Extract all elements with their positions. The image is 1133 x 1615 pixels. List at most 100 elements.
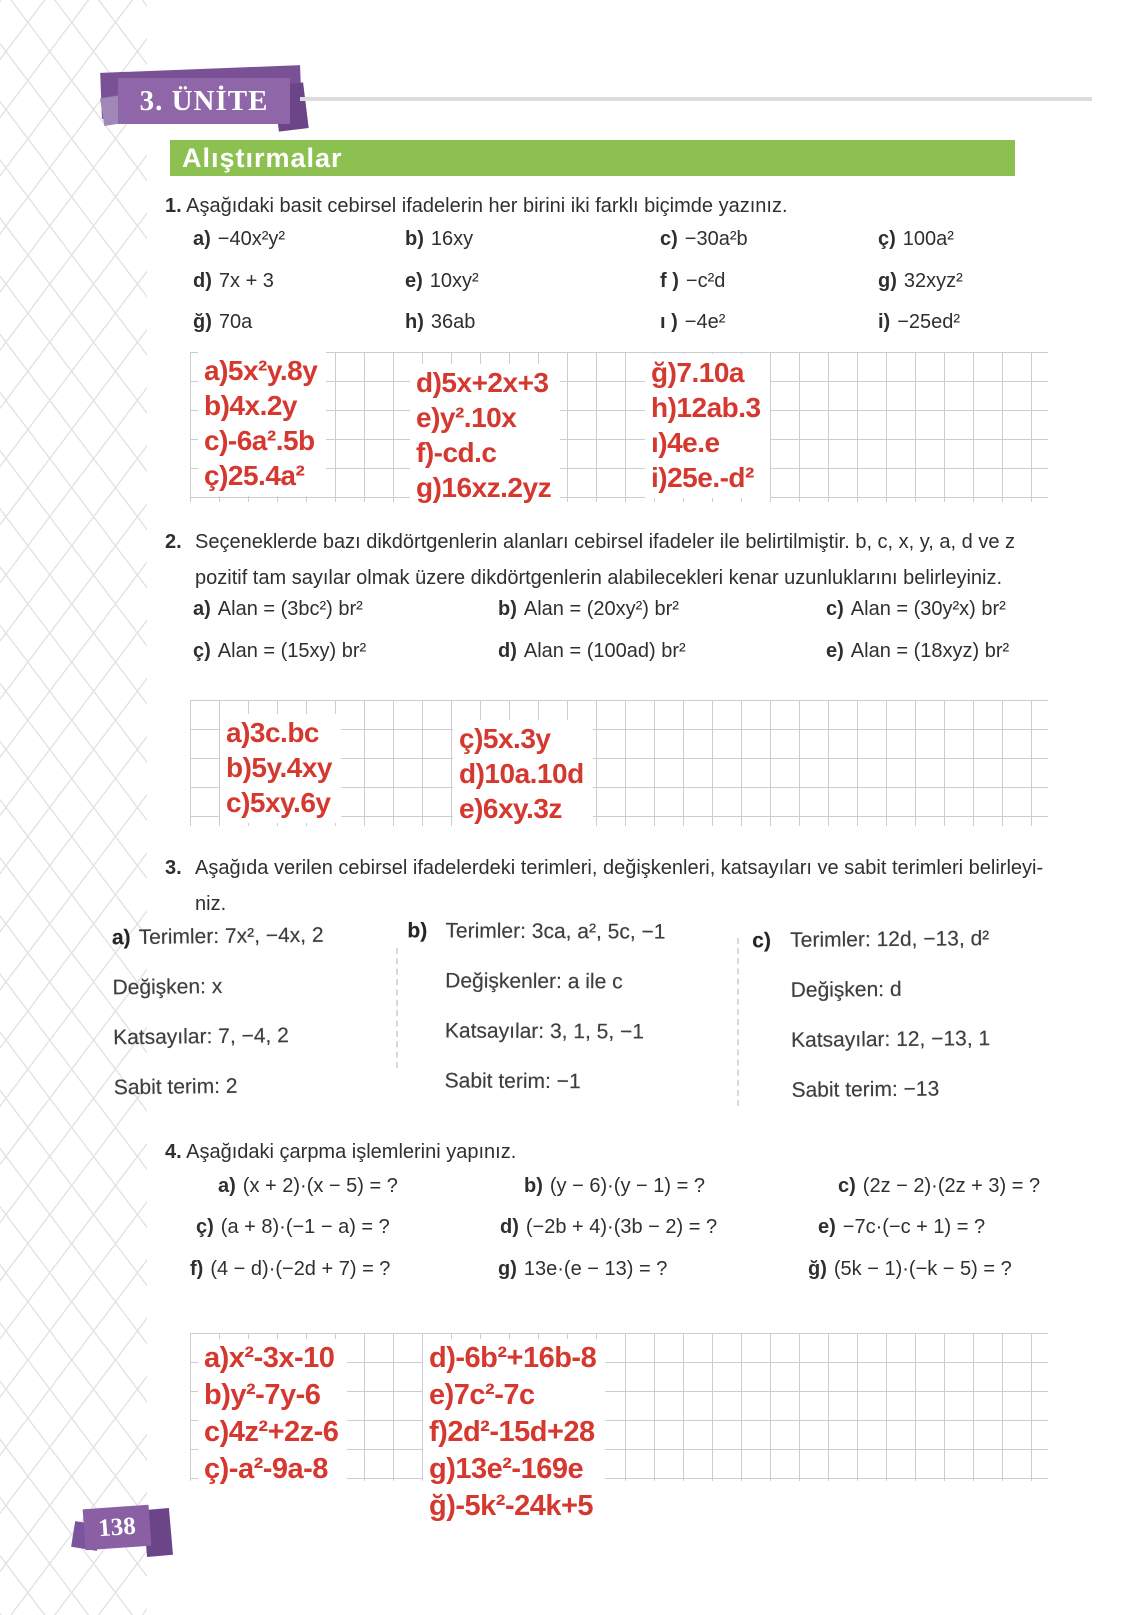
item-label: e) xyxy=(826,640,844,662)
item-label: ç) xyxy=(196,1216,214,1238)
exercise-4-prompt: Aşağıdaki çarpma işlemlerini yapınız. xyxy=(186,1141,517,1163)
item-label: c) xyxy=(826,598,844,620)
ex3-column-c: c) Terimler: 12d, −13, d² Değişken: d Kat… xyxy=(752,927,991,1129)
ex3-line: a) Terimler: 7x², −4x, 2 xyxy=(112,924,324,977)
item-label: d) xyxy=(498,640,517,662)
ex1-item-i1: ı ) −4e² xyxy=(660,311,725,334)
answer-line: g)13e²-169e xyxy=(429,1453,584,1485)
ex1-item-e: e) 10xy² xyxy=(405,270,479,293)
ex3-label: a) xyxy=(111,926,131,950)
ex1-item-b: b) 16xy xyxy=(405,228,473,251)
ex3-line: Katsayılar: 7, −4, 2 xyxy=(113,1024,289,1050)
item-label: d) xyxy=(193,270,212,292)
ex3-line: Sabit terim: −13 xyxy=(791,1077,940,1102)
item-expr: 10xy² xyxy=(429,270,479,292)
answer-box-2a: a)3c.bc b)5y.4xy c)5xy.6y xyxy=(220,714,341,823)
answer-line: c)5xy.6y xyxy=(226,787,331,818)
item-label: a) xyxy=(193,228,211,250)
answer-box-2b: ç)5x.3y d)10a.10d e)6xy.3z xyxy=(453,720,593,829)
exercise-3-number: 3. xyxy=(165,857,182,879)
answer-box-1a: a)5x²y.8y b)4x.2y c)-6a².5b ç)25.4a² xyxy=(198,352,327,496)
exercise-2-number: 2. xyxy=(165,531,182,553)
item-expr: Alan = (15xy) br² xyxy=(217,640,367,662)
ex4-item-d: d) (−2b + 4)·(3b − 2) = ? xyxy=(500,1216,717,1239)
ex1-item-d: d) 7x + 3 xyxy=(193,270,274,293)
banner-rule-line xyxy=(300,97,1092,101)
answer-box-3b: d)-6b²+16b-8 e)7c²-7c f)2d²-15d+28 g)13e… xyxy=(423,1339,606,1528)
exercise-1-header: 1. Aşağıdaki basit cebirsel ifadelerin h… xyxy=(165,188,1035,224)
exercise-1-prompt: Aşağıdaki basit cebirsel ifadelerin her … xyxy=(186,195,788,217)
ex4-item-e: e) −7c·(−c + 1) = ? xyxy=(818,1216,985,1239)
item-expr: 100a² xyxy=(902,228,954,250)
item-label: a) xyxy=(218,1175,236,1197)
ex1-item-i2: i) −25ed² xyxy=(878,311,960,334)
ex3-text: Terimler: 3ca, a², 5c, −1 xyxy=(445,919,666,944)
answer-line: f)-cd.c xyxy=(416,437,497,468)
answer-line: b)5y.4xy xyxy=(226,752,333,783)
ex3-line: Katsayılar: 3, 1, 5, −1 xyxy=(444,1019,645,1044)
item-label: ğ) xyxy=(808,1258,827,1280)
ex3-label: b) xyxy=(407,919,428,943)
ex4-item-c2: ç) (a + 8)·(−1 − a) = ? xyxy=(196,1216,390,1239)
ex3-text: Terimler: 7x², −4x, 2 xyxy=(138,923,324,949)
exercise-2-header: 2. Seçeneklerde bazı dikdörtgenlerin ala… xyxy=(165,524,1045,596)
page-number: 138 xyxy=(97,1512,137,1542)
ex3-line: Değişken: d xyxy=(790,977,902,1002)
item-expr: 36ab xyxy=(430,311,476,333)
answer-box-3a: a)x²-3x-10 b)y²-7y-6 c)4z²+2z-6 ç)-a²-9a… xyxy=(198,1339,348,1491)
answer-line: c)4z²+2z-6 xyxy=(204,1416,339,1448)
item-label: h) xyxy=(405,311,424,333)
exercise-3-prompt: Aşağıda verilen cebirsel ifadelerdeki te… xyxy=(195,857,1044,915)
ex1-item-h: h) 36ab xyxy=(405,311,475,334)
ex1-item-g2: ğ) 70a xyxy=(193,311,252,334)
ex2-item-a: a) Alan = (3bc²) br² xyxy=(193,598,363,621)
item-expr: −40x²y² xyxy=(217,228,286,250)
answer-box-1b: d)5x+2x+3 e)y².10x f)-cd.c g)16xz.2yz xyxy=(410,364,561,508)
answer-grid-3: a)x²-3x-10 b)y²-7y-6 c)4z²+2z-6 ç)-a²-9a… xyxy=(190,1333,1048,1528)
item-label: a) xyxy=(193,598,211,620)
ex4-item-f: f) (4 − d)·(−2d + 7) = ? xyxy=(190,1258,390,1281)
item-label: g) xyxy=(498,1258,517,1280)
unit-banner-text: 3. ÜNİTE xyxy=(139,84,269,117)
item-expr: (x + 2)·(x − 5) = ? xyxy=(242,1175,398,1197)
ex3-line: b) Terimler: 3ca, a², 5c, −1 xyxy=(407,919,666,970)
item-expr: −7c·(−c + 1) = ? xyxy=(842,1216,986,1238)
item-expr: Alan = (30y²x) br² xyxy=(850,598,1006,620)
item-label: b) xyxy=(498,598,517,620)
ex4-item-a: a) (x + 2)·(x − 5) = ? xyxy=(218,1175,398,1198)
exercise-4-number: 4. xyxy=(165,1141,182,1163)
item-expr: 16xy xyxy=(430,228,474,250)
item-label: ğ) xyxy=(193,311,212,333)
answer-line: a)x²-3x-10 xyxy=(204,1342,335,1374)
answer-line: ğ)-5k²-24k+5 xyxy=(429,1490,594,1522)
item-expr: 13e·(e − 13) = ? xyxy=(523,1258,668,1280)
item-expr: Alan = (100ad) br² xyxy=(523,640,686,662)
item-label: d) xyxy=(500,1216,519,1238)
ex1-item-c2: ç) 100a² xyxy=(878,228,954,251)
ex3-label: c) xyxy=(752,929,772,953)
ex2-item-d: d) Alan = (100ad) br² xyxy=(498,640,686,663)
ex3-line: Sabit terim: 2 xyxy=(113,1074,238,1100)
ex2-item-b: b) Alan = (20xy²) br² xyxy=(498,598,679,621)
ex1-item-f: f ) −c²d xyxy=(660,270,725,293)
item-label: f ) xyxy=(660,270,679,292)
answer-line: d)5x+2x+3 xyxy=(416,367,549,398)
item-expr: Alan = (3bc²) br² xyxy=(217,598,363,620)
answer-line: h)12ab.3 xyxy=(651,392,761,423)
scan-artifact-line xyxy=(396,948,398,1068)
item-label: c) xyxy=(660,228,678,250)
ex3-line: Değişkenler: a ile c xyxy=(445,969,623,994)
ex2-item-c: c) Alan = (30y²x) br² xyxy=(826,598,1006,621)
item-label: i) xyxy=(878,311,891,333)
answer-line: g)16xz.2yz xyxy=(416,472,552,503)
item-label: c) xyxy=(838,1175,856,1197)
item-expr: −4e² xyxy=(684,311,726,333)
item-expr: Alan = (18xyz) br² xyxy=(850,640,1010,662)
item-label: g) xyxy=(878,270,897,292)
item-expr: 70a xyxy=(218,311,253,333)
item-label: b) xyxy=(405,228,424,250)
item-label: e) xyxy=(405,270,423,292)
ex3-line: Değişken: x xyxy=(112,974,223,1000)
answer-line: ğ)7.10a xyxy=(651,357,744,388)
item-label: ç) xyxy=(878,228,896,250)
